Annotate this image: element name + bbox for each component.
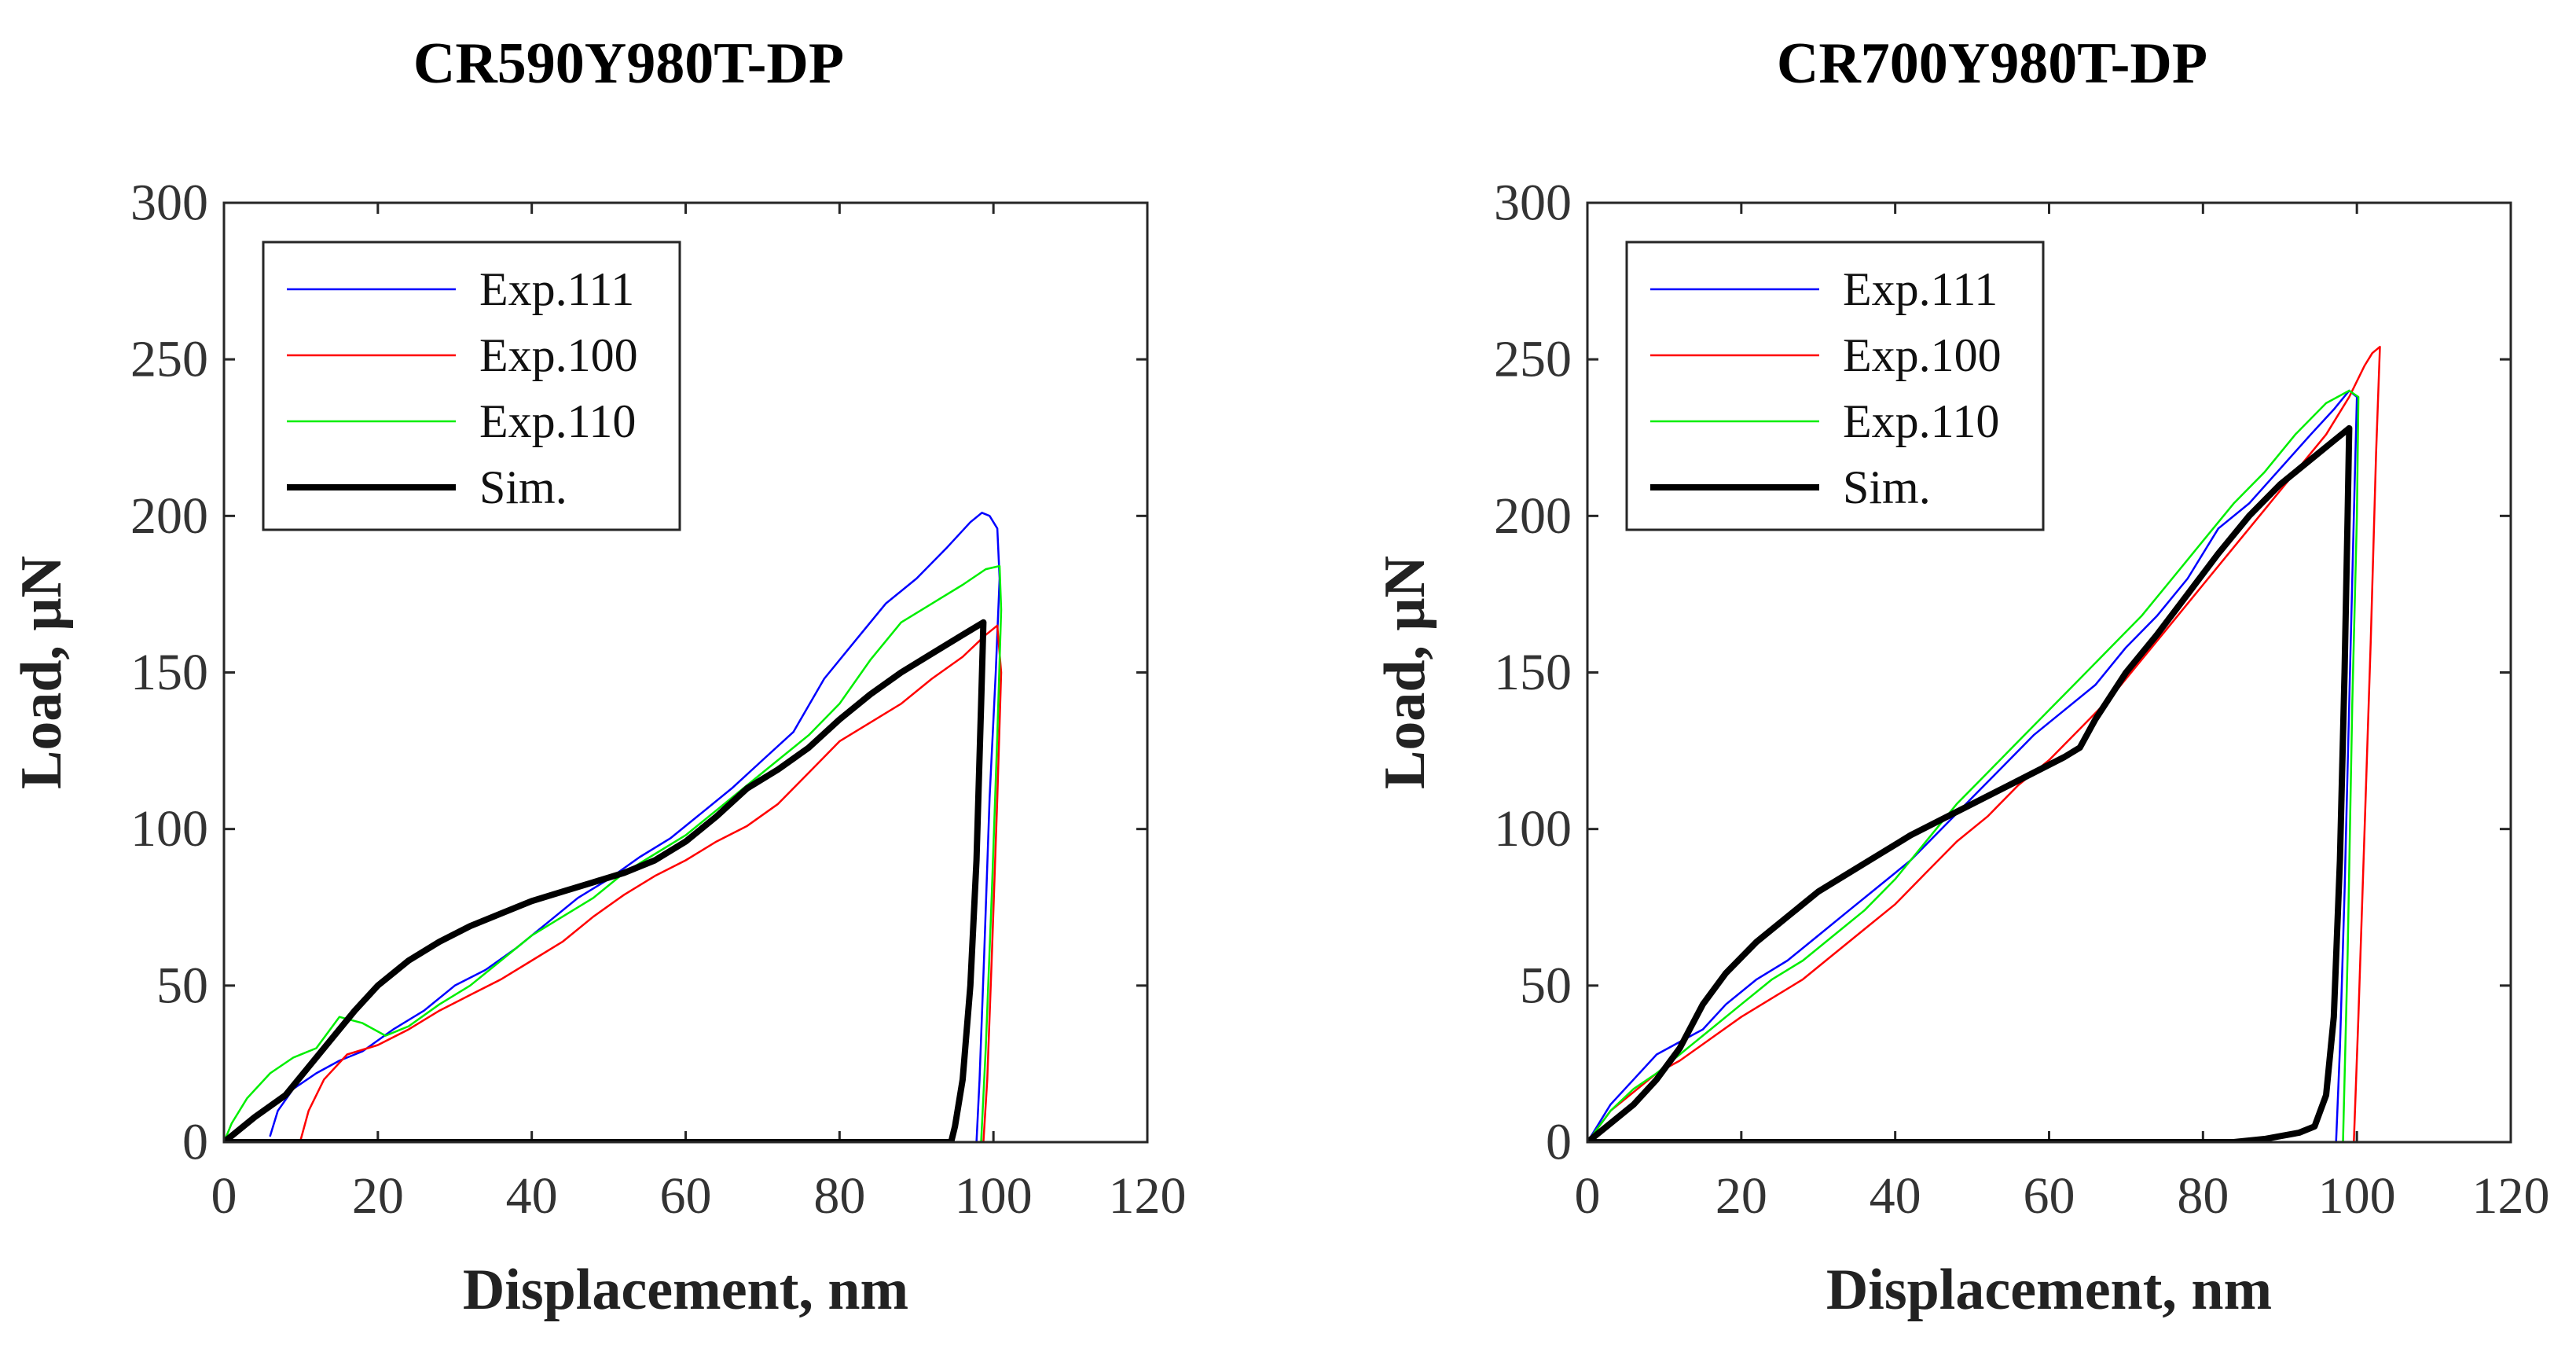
axes-frame: [1586, 201, 2512, 1144]
series-line-exp-110: [1587, 389, 2360, 1142]
x-tick-label: 80: [2177, 1167, 2229, 1225]
y-tick-label: 0: [182, 1114, 208, 1171]
y-tick-label: 300: [130, 175, 208, 232]
legend-label: Exp.100: [479, 329, 638, 381]
y-tick-label: 200: [130, 487, 208, 545]
x-tick-label: 120: [1109, 1167, 1187, 1225]
y-tick-label: 150: [130, 644, 208, 701]
series-group: [224, 512, 1003, 1142]
y-tick-label: 150: [1494, 644, 1572, 701]
x-tick-label: 100: [955, 1167, 1033, 1225]
y-axis-label: Load, μN: [9, 556, 74, 789]
y-tick-label: 200: [1494, 487, 1572, 545]
series-line-exp-110: [224, 564, 1003, 1142]
x-tick-label: 60: [660, 1167, 712, 1225]
axes-frame: [222, 201, 1149, 1144]
x-tick-label: 20: [1715, 1167, 1767, 1225]
y-axis-label: Load, μN: [1373, 556, 1437, 789]
chart-title: CR590Y980T-DP: [413, 31, 844, 96]
x-axis-label: Displacement, nm: [1826, 1258, 2272, 1322]
series-line-exp-100: [299, 624, 1003, 1142]
x-tick-label: 40: [1870, 1167, 1921, 1225]
legend-label: Sim.: [1843, 461, 1931, 513]
legend-label: Exp.100: [1843, 329, 2002, 381]
y-tick-label: 50: [1520, 957, 1572, 1014]
series-line-exp-100: [1587, 345, 2381, 1142]
x-axis-label: Displacement, nm: [463, 1258, 908, 1322]
x-tick-label: 100: [2318, 1167, 2396, 1225]
chart-title: CR700Y980T-DP: [1777, 31, 2207, 96]
legend-label: Exp.110: [1843, 395, 1999, 447]
y-tick-label: 50: [156, 957, 208, 1014]
y-tick-label: 100: [130, 800, 208, 858]
chart-cr590: CR590Y980T-DP 0 20 40 60 80 100 120 0 50 100 150 200…: [9, 31, 1187, 1322]
y-tick-label: 250: [1494, 331, 1572, 388]
series-line-sim: [1587, 424, 2353, 1142]
series-line-exp-111: [269, 512, 1001, 1142]
x-tick-label: 80: [813, 1167, 865, 1225]
x-tick-label: 60: [2024, 1167, 2075, 1225]
legend-label: Sim.: [479, 461, 567, 513]
x-tick-label: 20: [352, 1167, 404, 1225]
x-tick-label: 120: [2472, 1167, 2550, 1225]
y-tick-label: 100: [1494, 800, 1572, 858]
y-tick-label: 0: [1546, 1114, 1572, 1171]
chart-cr700: CR700Y980T-DP 0 20 40 60 80 100 120 0 50 100 150 200…: [1373, 31, 2550, 1322]
x-tick-label: 40: [506, 1167, 558, 1225]
y-tick-label: 300: [1494, 175, 1572, 232]
legend-label: Exp.110: [479, 395, 636, 447]
y-tick-label: 250: [130, 331, 208, 388]
series-line-sim: [224, 619, 987, 1142]
x-tick-label: 0: [1575, 1167, 1601, 1225]
series-group: [1587, 345, 2381, 1142]
x-tick-label: 0: [211, 1167, 237, 1225]
legend-label: Exp.111: [1843, 263, 1998, 315]
legend-label: Exp.111: [479, 263, 634, 315]
